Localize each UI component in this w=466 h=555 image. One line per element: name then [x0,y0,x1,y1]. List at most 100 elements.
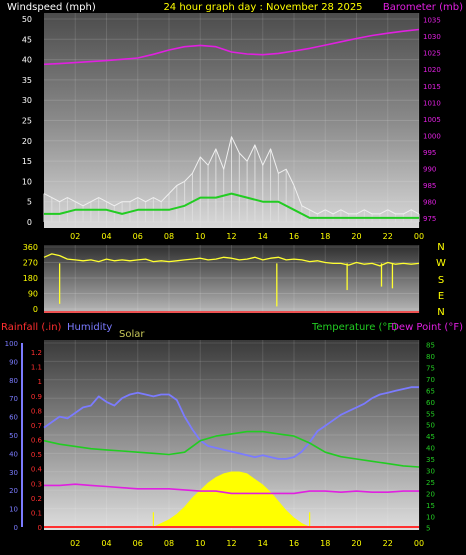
x-tick-label-bottom: 04 [101,539,111,548]
windspeed-tick-label: 45 [22,35,32,44]
humidity-axis-label: Humidity [67,322,112,333]
humidity-tick-label: 60 [9,414,18,422]
windspeed-tick-label: 50 [22,15,32,24]
humidity-tick-label: 50 [9,432,18,440]
rainfall-tick-label: 0.8 [31,407,42,415]
wind-direction-line [43,253,420,267]
barometer-tick-label: 1005 [423,116,441,124]
temperature-tick-label: 20 [426,490,435,498]
temperature-tick-label: 60 [426,399,435,407]
x-tick-label-top: 16 [289,232,299,241]
x-tick-label-top: 12 [226,232,236,241]
barometer-tick-label: 980 [423,199,436,207]
solar-area [153,471,310,528]
x-tick-label-top: 14 [258,232,268,241]
compass-s: S [438,275,444,286]
rainfall-tick-label: 0.1 [31,509,42,517]
barometer-tick-label: 1035 [423,17,441,25]
humidity-tick-label: 30 [9,469,18,477]
x-tick-label-top: 02 [70,232,80,241]
windspeed-tick-label: 40 [22,56,32,65]
direction-tick-label: 180 [23,274,38,283]
direction-tick-label: 360 [23,243,38,252]
temperature-tick-label: 75 [426,364,435,372]
temperature-tick-label: 45 [426,433,435,441]
rainfall-tick-label: 0 [38,524,42,532]
compass-w: W [436,258,446,269]
x-tick-label-top: 08 [164,232,174,241]
temperature-tick-label: 15 [426,502,435,510]
temperature-tick-label: 30 [426,467,435,475]
chart-title: 24 hour graph day : November 28 2025 [163,2,362,13]
rainfall-tick-label: 0.4 [31,466,43,474]
barometer-line [43,28,420,66]
barometer-tick-label: 975 [423,215,436,223]
dewpoint-axis-label: Dew Point (°F) [391,322,463,333]
barometer-tick-label: 1030 [423,33,441,41]
wind-average-line [44,192,419,219]
grid-lines [44,13,420,530]
temperature-tick-label: 85 [426,342,435,350]
data-marks [43,28,420,528]
barometer-axis-label: Barometer (mb) [383,2,463,13]
x-tick-label-top: 18 [320,232,330,241]
barometer-tick-label: 995 [423,149,436,157]
barometer-tick-label: 1015 [423,83,441,91]
x-tick-label-bottom: 18 [320,539,330,548]
barometer-tick-label: 1000 [423,132,441,140]
direction-tick-label: 90 [28,290,38,299]
dew-point-line [44,483,419,495]
windspeed-line [43,136,420,215]
compass-e: E [438,291,444,302]
compass-n-bottom: N [437,307,444,318]
humidity-tick-label: 10 [9,506,18,514]
windspeed-tick-label: 25 [22,117,32,126]
humidity-tick-label: 20 [9,487,18,495]
direction-panel-background [44,245,419,313]
rainfall-tick-label: 1 [38,378,42,386]
windspeed-axis-label: Windspeed (mph) [7,2,96,13]
temperature-tick-label: 35 [426,456,435,464]
windspeed-tick-label: 20 [22,137,32,146]
humidity-tick-label: 40 [9,450,18,458]
rainfall-tick-label: 0.5 [31,451,42,459]
rainfall-tick-label: 0.2 [31,495,42,503]
temperature-tick-label: 50 [426,422,435,430]
humidity-tick-label: 80 [9,377,18,385]
humidity-tick-label: 100 [5,340,18,348]
windspeed-tick-label: 10 [22,177,32,186]
windspeed-tick-label: 15 [22,157,32,166]
x-tick-label-bottom: 00 [414,539,424,548]
direction-tick-label: 270 [23,259,38,268]
windspeed-tick-label: 0 [27,218,32,227]
humidity-tick-label: 0 [14,524,18,532]
x-tick-label-top: 04 [101,232,111,241]
x-tick-label-top: 00 [414,232,424,241]
barometer-tick-label: 990 [423,165,436,173]
humidity-tick-label: 70 [9,395,18,403]
temperature-tick-label: 25 [426,479,435,487]
x-tick-label-bottom: 20 [351,539,361,548]
temperature-line [43,430,420,468]
temperature-tick-label: 40 [426,445,435,453]
temperature-axis-label: Temperature (°F) [311,322,397,333]
temperature-tick-label: 5 [426,525,430,533]
x-tick-label-bottom: 12 [226,539,236,548]
solar-label: Solar [119,329,145,340]
temperature-tick-label: 55 [426,410,435,418]
barometer-tick-label: 1025 [423,50,441,58]
axis-labels: 0202040406060808101012121414161618182020… [5,15,441,548]
x-tick-label-bottom: 06 [133,539,143,548]
rainfall-tick-label: 0.3 [31,480,42,488]
rainfall-tick-label: 0.7 [31,422,42,430]
barometer-tick-label: 985 [423,182,436,190]
barometer-tick-label: 1010 [423,99,441,107]
x-tick-label-top: 06 [133,232,143,241]
rainfall-tick-label: 1.2 [31,349,42,357]
x-tick-label-bottom: 10 [195,539,205,548]
x-tick-label-bottom: 02 [70,539,80,548]
temperature-tick-label: 80 [426,353,435,361]
x-tick-label-bottom: 08 [164,539,174,548]
rainfall-axis-label: Rainfall (.in) [1,322,62,333]
